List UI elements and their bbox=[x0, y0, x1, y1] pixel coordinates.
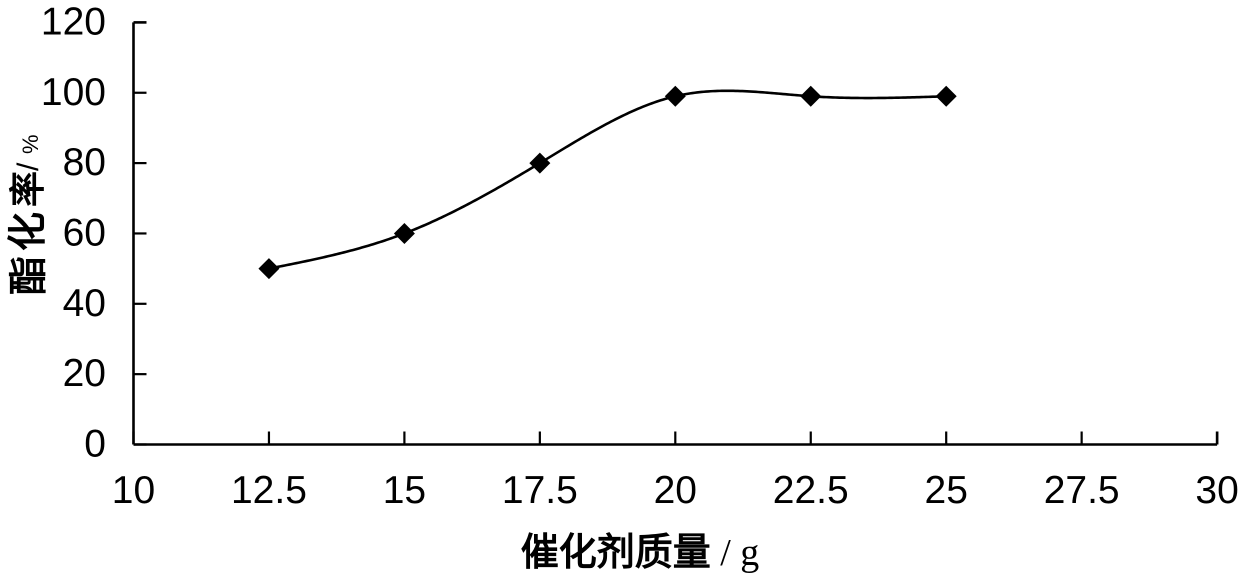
svg-text:15: 15 bbox=[383, 469, 426, 512]
svg-text:30: 30 bbox=[1195, 469, 1238, 512]
svg-text:20: 20 bbox=[654, 469, 697, 512]
svg-text:0: 0 bbox=[84, 423, 106, 466]
svg-text:120: 120 bbox=[41, 0, 106, 43]
svg-text:60: 60 bbox=[63, 212, 106, 255]
svg-text:20: 20 bbox=[63, 352, 106, 395]
svg-text:12.5: 12.5 bbox=[231, 469, 307, 512]
svg-text:25: 25 bbox=[925, 469, 968, 512]
svg-text:22.5: 22.5 bbox=[773, 469, 849, 512]
svg-text:10: 10 bbox=[112, 469, 155, 512]
svg-text:催化剂质量 / g: 催化剂质量 / g bbox=[521, 532, 760, 574]
svg-text:27.5: 27.5 bbox=[1044, 469, 1120, 512]
svg-text:/: / bbox=[12, 162, 45, 171]
svg-text:化: 化 bbox=[7, 212, 50, 251]
svg-text:酯: 酯 bbox=[8, 256, 51, 295]
svg-text:%: % bbox=[18, 134, 43, 154]
svg-text:100: 100 bbox=[41, 71, 106, 114]
svg-text:40: 40 bbox=[63, 282, 106, 325]
svg-text:80: 80 bbox=[63, 141, 106, 184]
svg-text:17.5: 17.5 bbox=[502, 469, 578, 512]
svg-text:率: 率 bbox=[7, 171, 48, 207]
